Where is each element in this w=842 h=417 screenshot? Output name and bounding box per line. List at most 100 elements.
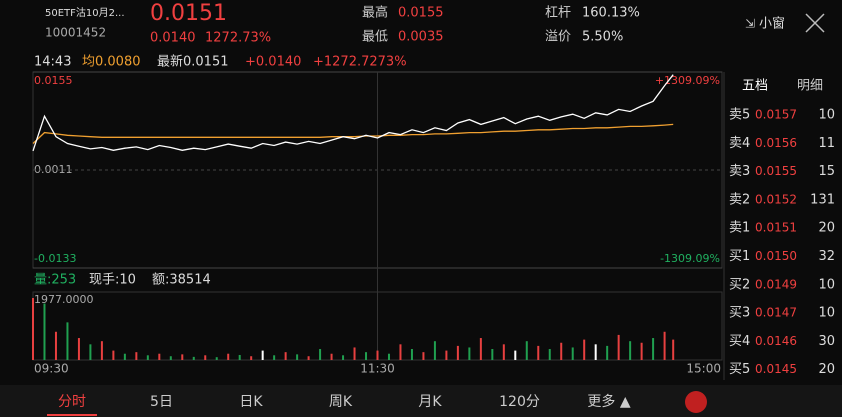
volume-bar (215, 357, 218, 360)
tab[interactable]: 120分 (499, 394, 540, 410)
volume-bar (663, 331, 666, 360)
tab[interactable]: 日K (239, 394, 263, 410)
volume-bar (192, 356, 195, 360)
price-line (32, 74, 674, 152)
volume-bar (296, 354, 299, 360)
delta: +0.0140 (245, 55, 301, 70)
code: 10001452 (45, 26, 106, 40)
high: 0.0155 (398, 6, 444, 21)
label: 杠杆 (545, 5, 571, 21)
book-side: 买4 (729, 334, 750, 349)
volume-bar (307, 356, 310, 360)
y-tick-label: -0.0133 (34, 252, 76, 265)
volume-bar (571, 347, 574, 360)
volume-bar (525, 341, 528, 360)
book-price: 0.0147 (755, 306, 797, 320)
volume-bar (479, 338, 482, 360)
book-side: 买5 (729, 362, 750, 377)
label: 溢价 (545, 30, 571, 45)
volume-bar (169, 356, 172, 360)
book-price: 0.0151 (755, 221, 797, 235)
x-tick-label: 09:30 (34, 362, 69, 376)
volume-bar (330, 353, 333, 360)
book-tab[interactable]: 明细 (797, 79, 823, 94)
volume-bar (32, 298, 34, 360)
x-tick-label: 15:00 (686, 362, 721, 376)
tab[interactable]: 月K (418, 394, 442, 410)
book-qty: 20 (818, 362, 835, 377)
leverage: 160.13% (582, 6, 640, 21)
avg: 均0.0080 (82, 55, 141, 70)
book-side: 卖5 (729, 108, 750, 123)
volume-bar (273, 355, 276, 360)
volume-bar (617, 334, 620, 360)
tab[interactable]: 分时 (58, 394, 86, 410)
volume-bar (112, 350, 115, 360)
volume-bar (640, 342, 643, 360)
record-button[interactable] (685, 391, 707, 413)
volume-bar (468, 347, 471, 360)
book-qty: 30 (818, 334, 835, 349)
book-side: 卖1 (729, 221, 750, 236)
book-side: 卖4 (729, 136, 750, 151)
volume-bar (54, 331, 57, 360)
price-line (32, 123, 674, 144)
volume-bar (537, 345, 540, 360)
volume-bar (261, 350, 264, 360)
tab[interactable]: 周K (329, 394, 353, 410)
tab[interactable]: 更多 ▲ (587, 393, 630, 410)
delta-pct: +1272.7273% (313, 55, 407, 70)
x-tick-label: 11:30 (360, 362, 395, 376)
label: 最高 (362, 5, 388, 21)
book-qty: 10 (818, 277, 835, 292)
mini-icon[interactable]: ⇲ (745, 17, 755, 31)
book-side: 卖2 (729, 192, 750, 207)
volume-bar (491, 349, 494, 360)
mini-window[interactable]: 小窗 (759, 16, 785, 32)
volume-bar (227, 353, 230, 360)
y-tick-label: 1977.0000 (34, 293, 94, 306)
change-pct: 1272.73% (205, 31, 271, 46)
book-qty: 10 (818, 108, 835, 123)
volume-bar (422, 352, 425, 360)
volume-bar (284, 352, 287, 360)
volume-bar (629, 341, 632, 360)
volume-bar (376, 350, 379, 360)
volume-bar (606, 345, 609, 360)
close[interactable] (805, 13, 825, 33)
volume-bar (652, 338, 655, 360)
volume-bar (583, 339, 586, 360)
volume-bar (560, 342, 563, 360)
volume-bar (100, 341, 103, 360)
amount: 额:38514 (152, 273, 211, 288)
volume-bar (399, 344, 402, 360)
book-qty: 20 (818, 221, 835, 236)
volume-bar (445, 350, 448, 360)
price: 0.0151 (150, 1, 227, 26)
book-price: 0.0155 (755, 164, 797, 178)
volume-bar (204, 355, 207, 360)
volume-bar (433, 341, 436, 360)
book-side: 买1 (729, 249, 750, 264)
book-price: 0.0150 (755, 249, 797, 263)
volume-bar (456, 345, 459, 360)
book-qty: 10 (818, 306, 835, 321)
volume-bar (502, 344, 505, 360)
premium: 5.50% (582, 30, 623, 45)
book-price: 0.0145 (755, 362, 797, 376)
tab[interactable]: 5日 (150, 394, 173, 410)
latest: 最新0.0151 (157, 54, 229, 70)
volume-bar (89, 344, 92, 360)
volume: 量:253 (34, 273, 76, 288)
book-side: 买3 (729, 306, 750, 321)
book-tab[interactable]: 五档 (742, 79, 768, 94)
volume-bar (548, 349, 551, 360)
volume-bar (365, 352, 368, 360)
book-price: 0.0156 (755, 136, 797, 150)
book-price: 0.0146 (755, 334, 797, 348)
volume-bar (135, 352, 138, 360)
volume-bar (146, 355, 149, 360)
y-tick-label: 0.0155 (34, 74, 73, 87)
volume-bar (250, 356, 253, 360)
